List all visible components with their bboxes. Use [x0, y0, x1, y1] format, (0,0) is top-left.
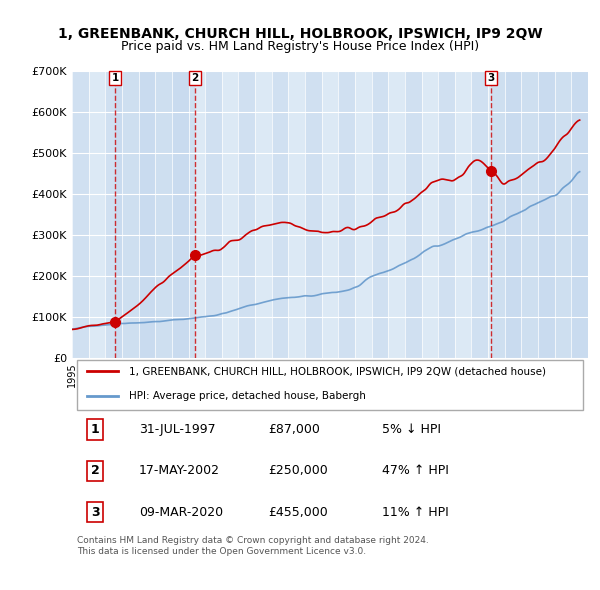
Text: 1, GREENBANK, CHURCH HILL, HOLBROOK, IPSWICH, IP9 2QW (detached house): 1, GREENBANK, CHURCH HILL, HOLBROOK, IPS…	[129, 366, 546, 376]
Text: 31-JUL-1997: 31-JUL-1997	[139, 423, 216, 436]
Bar	[305, 71, 322, 358]
Bar	[491, 71, 588, 358]
Bar	[205, 71, 222, 358]
Text: 2: 2	[91, 464, 100, 477]
Bar	[405, 71, 422, 358]
Text: 09-MAR-2020: 09-MAR-2020	[139, 506, 223, 519]
Text: £87,000: £87,000	[268, 423, 320, 436]
FancyBboxPatch shape	[77, 360, 583, 410]
Text: HPI: Average price, detached house, Babergh: HPI: Average price, detached house, Babe…	[129, 391, 365, 401]
Text: 11% ↑ HPI: 11% ↑ HPI	[382, 506, 448, 519]
Bar	[505, 71, 521, 358]
Text: Price paid vs. HM Land Registry's House Price Index (HPI): Price paid vs. HM Land Registry's House …	[121, 40, 479, 53]
Text: 17-MAY-2002: 17-MAY-2002	[139, 464, 220, 477]
Text: 3: 3	[91, 506, 100, 519]
Bar	[72, 71, 89, 358]
Text: 2: 2	[191, 73, 199, 83]
Bar	[438, 71, 455, 358]
Bar	[139, 71, 155, 358]
Text: Contains HM Land Registry data © Crown copyright and database right 2024.
This d: Contains HM Land Registry data © Crown c…	[77, 536, 429, 556]
Text: 5% ↓ HPI: 5% ↓ HPI	[382, 423, 440, 436]
Text: 1, GREENBANK, CHURCH HILL, HOLBROOK, IPSWICH, IP9 2QW: 1, GREENBANK, CHURCH HILL, HOLBROOK, IPS…	[58, 27, 542, 41]
Bar	[172, 71, 188, 358]
Bar	[538, 71, 555, 358]
Bar	[472, 71, 488, 358]
Bar	[115, 71, 195, 358]
Text: 1: 1	[112, 73, 119, 83]
Bar	[571, 71, 588, 358]
Text: £250,000: £250,000	[268, 464, 328, 477]
Text: £455,000: £455,000	[268, 506, 328, 519]
Text: 1: 1	[91, 423, 100, 436]
Bar	[272, 71, 289, 358]
Bar	[105, 71, 122, 358]
Bar	[338, 71, 355, 358]
Bar	[371, 71, 388, 358]
Text: 3: 3	[488, 73, 495, 83]
Bar	[238, 71, 255, 358]
Text: 47% ↑ HPI: 47% ↑ HPI	[382, 464, 448, 477]
